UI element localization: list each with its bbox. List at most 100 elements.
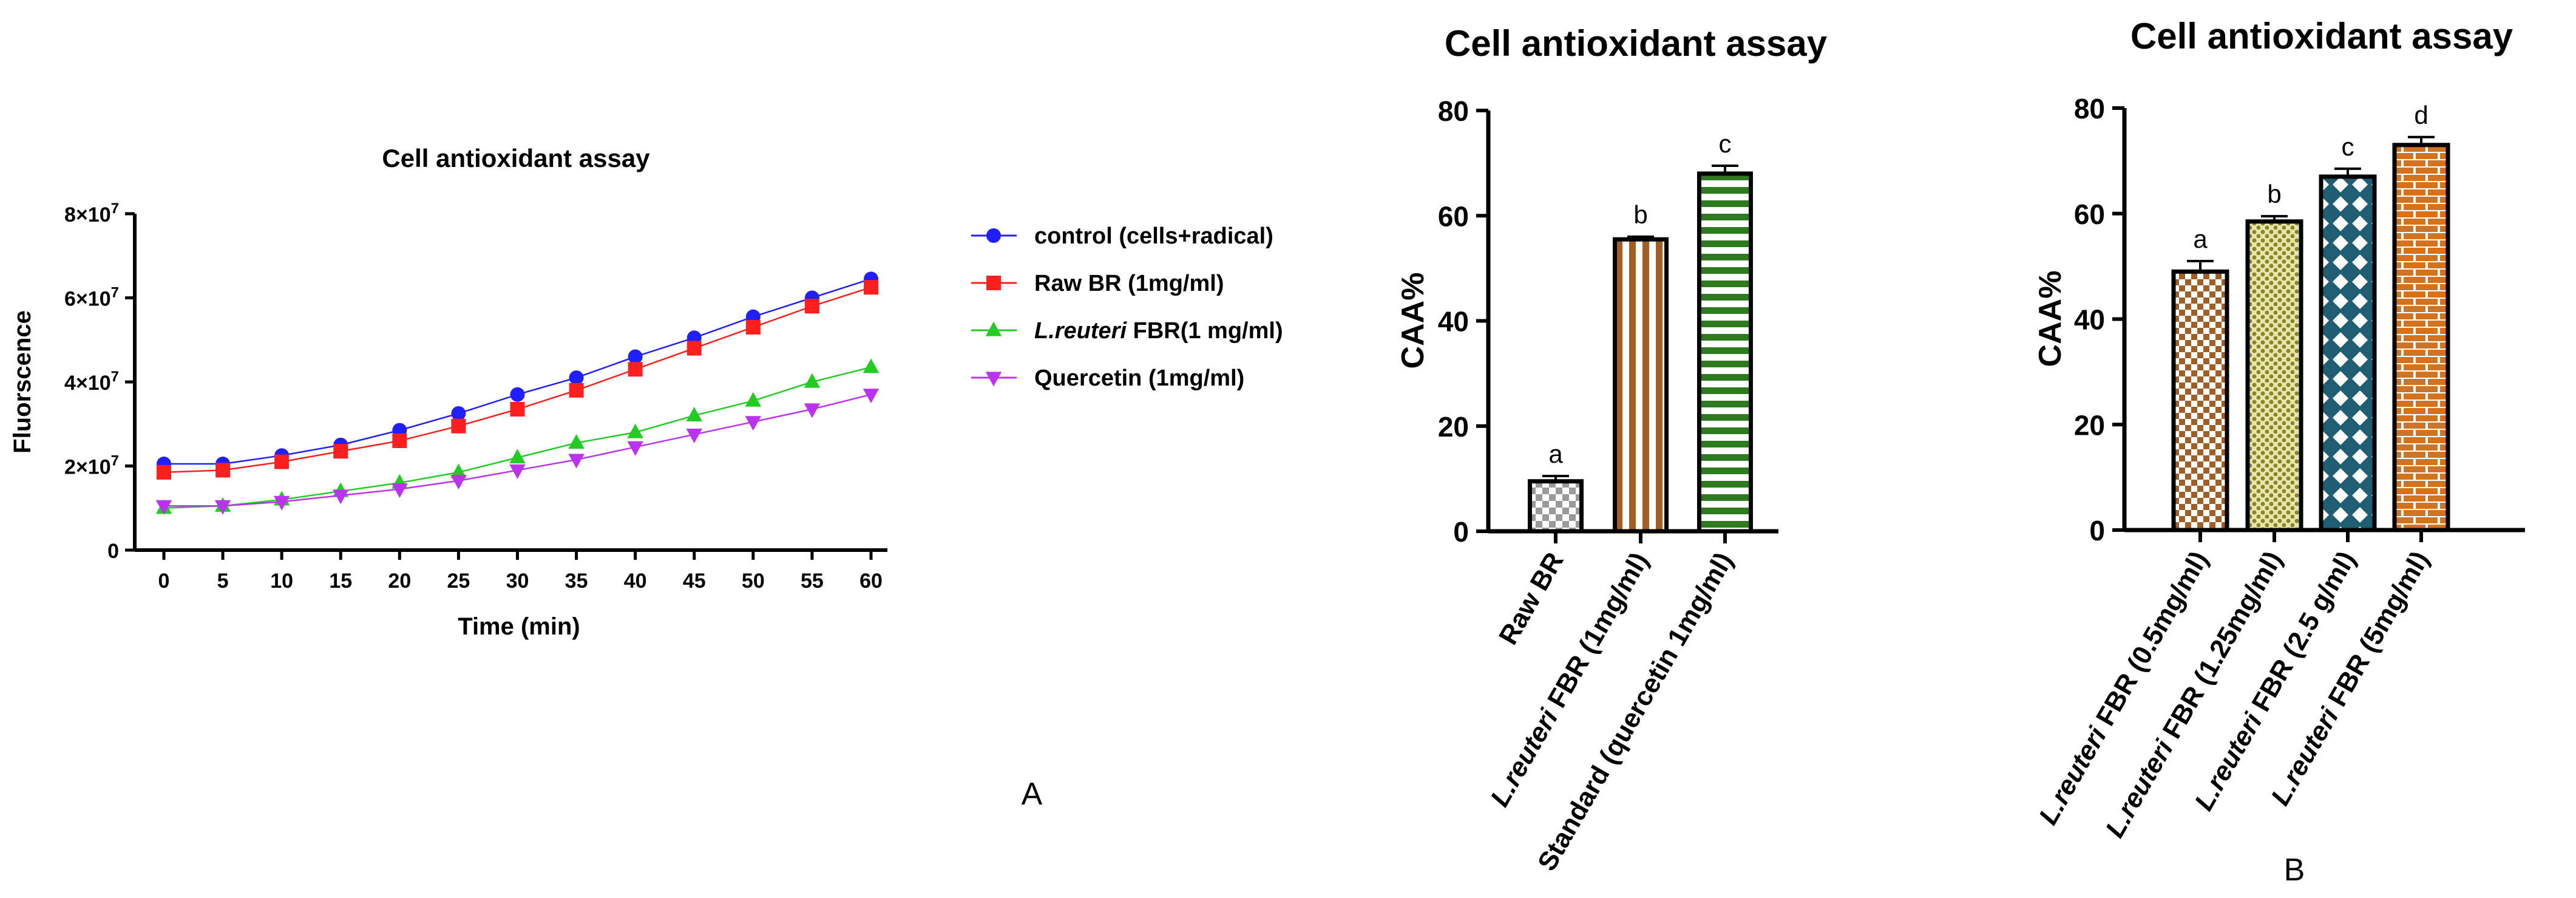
point-control <box>451 406 466 421</box>
point-lreuteri <box>863 358 880 373</box>
point-lreuteri <box>745 392 762 407</box>
line-x-tick-label: 60 <box>859 570 883 593</box>
legend-marker-quercetin <box>985 372 1002 387</box>
line-y-tick-label: 6×107 <box>64 285 119 311</box>
bar1-x-ticks: Raw BRL.reuteri FBR (1mg/ml)Standard (qu… <box>1485 531 1739 876</box>
line-x-tick-label: 50 <box>742 570 765 593</box>
point-raw_br <box>745 319 761 335</box>
bar2-x-ticks: L.reuteri FBR (0.5mg/ml)L.reuteri FBR (1… <box>2033 530 2435 843</box>
point-lreuteri <box>450 463 467 478</box>
line-y-tick-label: 8×107 <box>64 200 119 226</box>
line-chart: Cell antioxidant assay 0 2×107 4×107 6×107 8… <box>9 144 1283 640</box>
bar2-significance-letter: a <box>2193 225 2208 253</box>
legend-label-raw_br: Raw BR (1mg/ml) <box>1034 271 1224 296</box>
point-raw_br <box>215 463 231 478</box>
bar2-y-tick-label: 20 <box>2074 409 2105 441</box>
bar-chart-2: Cell antioxidant assay 0 20 40 60 80 a b c d L.… <box>2033 16 2525 843</box>
bar2-significance-letter: c <box>2342 132 2354 161</box>
point-quercetin <box>391 483 408 498</box>
bar2-y-tick-label: 40 <box>2074 304 2105 336</box>
bar1-category-label: Raw BR <box>1493 548 1570 650</box>
point-raw_br <box>628 362 643 377</box>
bar2-significance-letter: d <box>2414 101 2428 129</box>
bar1-y-tick-label: 0 <box>1453 516 1469 548</box>
series-line-control <box>164 278 872 465</box>
point-quercetin <box>273 495 290 511</box>
bar1-significance-letter: c <box>1719 129 1732 158</box>
line-x-tick-label: 0 <box>158 570 170 593</box>
point-quercetin <box>155 500 172 515</box>
point-lreuteri <box>804 373 821 388</box>
bar2-bar <box>2319 174 2377 532</box>
bar1-bar <box>1613 237 1669 534</box>
line-y-ticks: 0 2×107 4×107 6×107 8×107 <box>64 200 135 563</box>
point-raw_br <box>451 418 466 434</box>
point-raw_br <box>510 402 525 417</box>
line-x-axis-label: Time (min) <box>458 613 580 640</box>
point-quercetin <box>745 416 762 431</box>
bar1-bar <box>1697 171 1753 534</box>
line-x-tick-label: 55 <box>801 570 824 593</box>
point-quercetin <box>686 428 702 443</box>
bar2-y-tick-label: 0 <box>2089 515 2105 546</box>
line-y-axis-label: Fluorscence <box>9 310 36 454</box>
bar1-significance-letter: b <box>1633 200 1647 229</box>
legend-label-quercetin: Quercetin (1mg/ml) <box>1034 366 1244 391</box>
line-legend: control (cells+radical) Raw BR (1mg/ml) L.… <box>971 223 1283 391</box>
bar1-significance-letter: a <box>1548 440 1563 468</box>
point-raw_br <box>569 383 584 398</box>
line-x-tick-label: 40 <box>624 570 647 593</box>
bar1-category-label: L.reuteri FBR (1mg/ml) <box>1485 548 1655 812</box>
line-x-tick-label: 30 <box>506 570 529 593</box>
point-lreuteri <box>686 407 702 421</box>
point-quercetin <box>509 464 526 479</box>
line-chart-title: Cell antioxidant assay <box>382 144 650 172</box>
panel-label-a: A <box>1022 777 1043 812</box>
bar2-significance-letter: b <box>2267 180 2281 208</box>
point-lreuteri <box>509 449 526 464</box>
legend-marker-raw_br <box>986 276 1001 290</box>
legend-label-lreuteri: L.reuteri FBR(1 mg/ml) <box>1034 318 1283 344</box>
point-quercetin <box>863 389 880 404</box>
bar1-y-tick-label: 80 <box>1438 95 1469 127</box>
bar1-y-axis-label: CAA% <box>1395 273 1431 369</box>
point-quercetin <box>627 441 643 456</box>
bar1-bars: a b c <box>1528 129 1753 534</box>
point-raw_br <box>157 464 171 480</box>
point-quercetin <box>333 489 349 505</box>
legend-label-control: control (cells+radical) <box>1034 223 1273 249</box>
line-x-tick-label: 15 <box>329 570 352 593</box>
bar2-y-ticks: 0 20 40 60 80 <box>2074 93 2124 546</box>
line-x-tick-label: 10 <box>270 570 293 593</box>
bar2-y-tick-label: 60 <box>2074 199 2105 230</box>
point-control <box>510 387 525 402</box>
point-control <box>628 349 643 364</box>
line-x-tick-label: 25 <box>447 570 470 593</box>
line-x-tick-label: 45 <box>683 570 706 593</box>
line-x-tick-label: 5 <box>217 570 229 593</box>
bar1-bar <box>1528 479 1584 534</box>
bar2-bar <box>2245 219 2303 532</box>
bar1-y-tick-label: 40 <box>1438 306 1469 338</box>
line-x-tick-label: 20 <box>388 570 411 593</box>
line-x-tick-label: 35 <box>565 570 588 593</box>
point-quercetin <box>450 475 467 490</box>
series-line-raw_br <box>163 286 872 474</box>
point-quercetin <box>214 500 231 515</box>
point-raw_br <box>392 433 407 448</box>
point-control <box>569 370 584 386</box>
bar2-bars: a b c d <box>2171 101 2450 532</box>
bar2-bar <box>2171 269 2229 532</box>
panel-label-b: B <box>2284 852 2305 888</box>
point-lreuteri <box>568 434 585 449</box>
bar1-y-tick-label: 60 <box>1438 200 1469 232</box>
point-raw_br <box>686 341 702 356</box>
point-raw_br <box>274 454 290 469</box>
point-raw_br <box>804 299 819 314</box>
legend-marker-lreuteri <box>985 321 1002 336</box>
bar2-title: Cell antioxidant assay <box>2130 16 2513 56</box>
point-raw_br <box>864 280 878 295</box>
point-lreuteri <box>627 423 643 438</box>
legend-marker-control <box>986 228 1001 243</box>
